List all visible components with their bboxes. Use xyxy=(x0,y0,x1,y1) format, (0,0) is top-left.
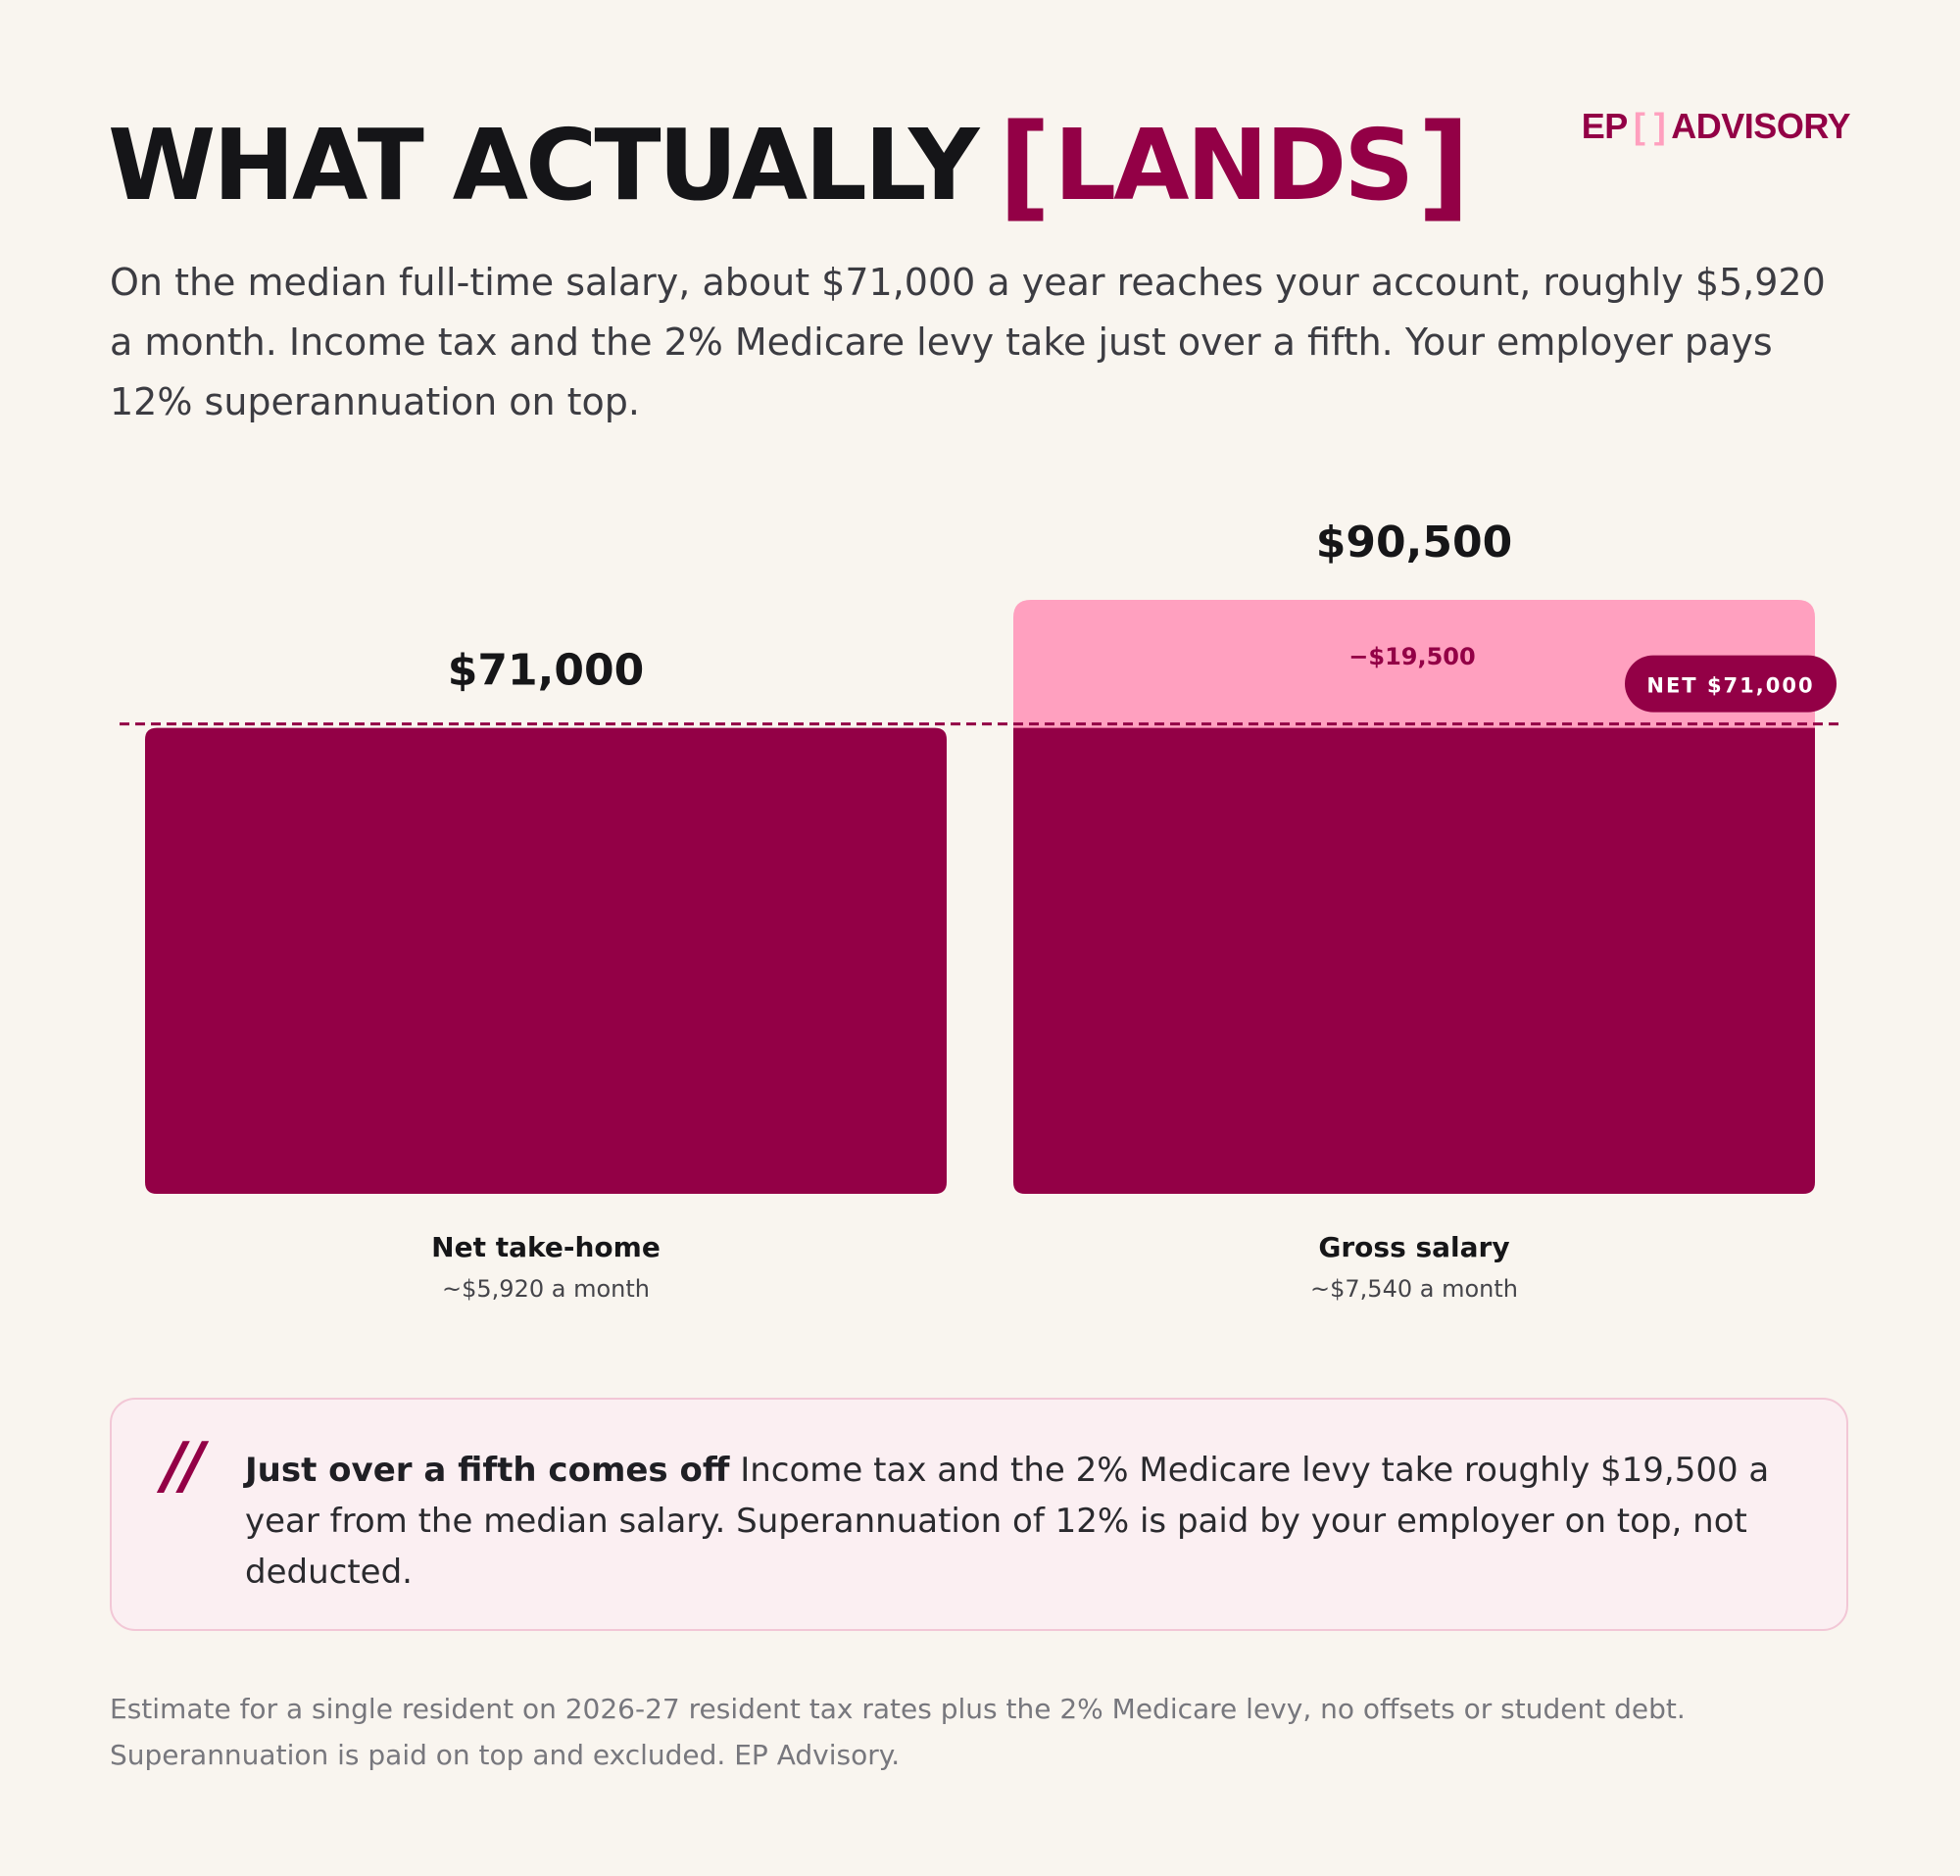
title-accent: LANDS xyxy=(1054,108,1414,222)
net-badge-label: NET $71,000 xyxy=(1646,674,1814,698)
callout-body: Income tax and the 2% Medicare levy take… xyxy=(245,1451,1770,1592)
net-badge xyxy=(1625,655,1837,713)
left-bracket-icon: [ xyxy=(998,98,1051,233)
callout-text: Just over a fifth comes off Income tax a… xyxy=(245,1445,1774,1598)
callout-box: // Just over a fifth comes off Income ta… xyxy=(110,1398,1848,1631)
value-label-gross: $90,500 xyxy=(1316,518,1512,568)
right-bracket-icon: ] xyxy=(1417,98,1470,233)
footnote: Estimate for a single resident on 2026-2… xyxy=(110,1693,1686,1771)
logo-right: ADVISORY xyxy=(1671,106,1850,146)
deduction-label: −$19,500 xyxy=(1348,643,1475,670)
salary-chart: $71,000 $90,500 −$19,500 NET $71,000 Net tak… xyxy=(120,518,1838,1303)
logo-left: EP xyxy=(1581,106,1629,146)
bar-gross-net-portion xyxy=(1013,727,1815,1194)
bar-net-take-home xyxy=(145,727,947,1194)
category-label-net: Net take-home xyxy=(431,1231,661,1263)
title-accent-group: [ LANDS ] xyxy=(998,98,1470,233)
value-label-net: $71,000 xyxy=(448,646,644,696)
category-sublabel-net: ~$5,920 a month xyxy=(442,1275,650,1303)
brand-logo: EP[ ] ADVISORY xyxy=(1581,106,1851,147)
page-subtitle: On the median full-time salary, about $7… xyxy=(110,261,1826,423)
logo-bracket-icon: [ ] xyxy=(1633,106,1666,146)
category-label-gross: Gross salary xyxy=(1318,1231,1509,1263)
quote-icon: // xyxy=(163,1430,205,1503)
callout-lead: Just over a fifth comes off xyxy=(245,1451,730,1490)
title-main: WHAT ACTUALLY xyxy=(108,108,979,222)
page-title: WHAT ACTUALLY [ LANDS ] xyxy=(108,98,1470,233)
bar-gross-deduction xyxy=(1013,600,1815,729)
category-sublabel-gross: ~$7,540 a month xyxy=(1310,1275,1518,1303)
